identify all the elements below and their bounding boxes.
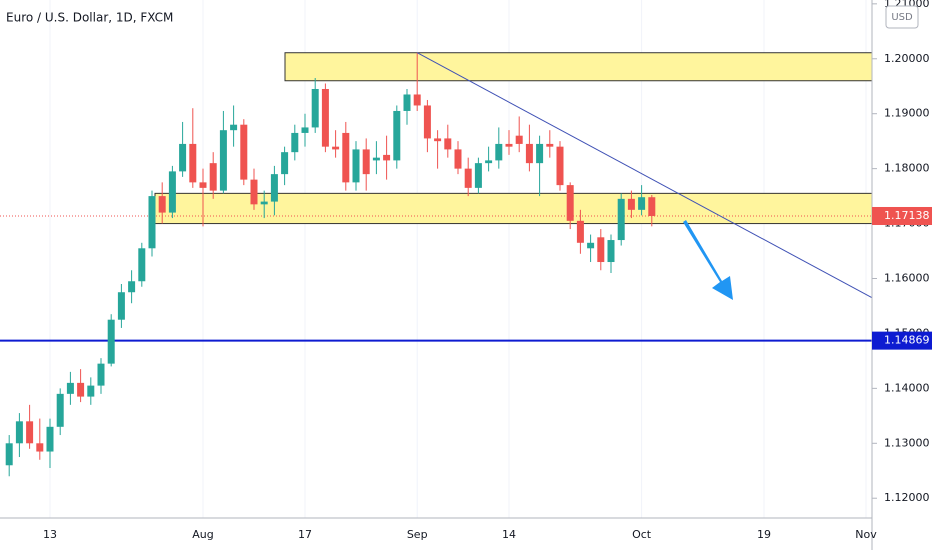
candle-body [5, 443, 13, 466]
candle-body [352, 149, 360, 183]
candle-body [301, 127, 309, 133]
x-tick-label: 19 [757, 528, 771, 541]
candle-body [597, 237, 605, 263]
y-tick-label: 1.19000 [884, 107, 930, 120]
y-tick-label: 1.21000 [884, 0, 930, 10]
trendline [416, 52, 872, 299]
candle-body [454, 149, 462, 169]
candle-body [413, 94, 421, 106]
candle-body [230, 124, 238, 131]
candles [5, 52, 656, 477]
candle-body [434, 138, 442, 142]
candle-body [168, 171, 176, 213]
candle-body [240, 124, 248, 180]
candle-body [77, 382, 85, 397]
candle-body [138, 248, 146, 282]
candle-body [362, 149, 370, 175]
candle-body [342, 132, 350, 183]
candle-body [158, 196, 166, 213]
candle-body [525, 143, 533, 164]
candle-body [281, 152, 289, 175]
overlays [416, 52, 872, 300]
candle-body [444, 138, 452, 150]
candle-body [464, 168, 472, 188]
candle-body [36, 443, 44, 452]
candle-body [56, 393, 64, 427]
y-tick-label: 1.20000 [884, 52, 930, 65]
candle-body [46, 426, 54, 452]
candle-body [474, 163, 482, 188]
candle-body [607, 240, 615, 263]
y-tick-label: 1.18000 [884, 162, 930, 175]
x-tick-label: Nov [855, 528, 877, 541]
currency-box [885, 5, 919, 29]
drawings [0, 52, 872, 342]
x-tick-label: 14 [502, 528, 516, 541]
candle-body [179, 143, 187, 172]
candle-body [199, 182, 207, 188]
candle-body [250, 179, 258, 205]
candle-body [189, 143, 197, 183]
candle-body [209, 163, 217, 191]
candle-body [546, 143, 554, 147]
candle-body [638, 197, 646, 210]
x-tick-label: Aug [192, 528, 213, 541]
candle-body [423, 105, 431, 139]
x-tick-label: Sep [407, 528, 428, 541]
x-tick-label: 17 [298, 528, 312, 541]
currency: USD [891, 12, 913, 23]
candle-body [576, 220, 584, 243]
candle-body [332, 146, 340, 150]
y-tick-label: 1.12000 [884, 491, 930, 504]
candle-body [87, 385, 95, 397]
candle-body [128, 281, 136, 293]
chart-title: Euro / U.S. Dollar, 1D, FXCM [6, 11, 173, 25]
candle-body [485, 160, 493, 164]
axes: 1.120001.130001.140001.150001.160001.170… [43, 0, 932, 541]
x-tick-label: 13 [43, 528, 57, 541]
candle-body [291, 132, 299, 153]
candle-body [15, 421, 23, 444]
candle-body [97, 363, 105, 386]
y-tick-label: 1.16000 [884, 272, 930, 285]
candle-body [515, 135, 523, 144]
candle-body [495, 143, 503, 161]
candle-body [321, 88, 329, 147]
candle-body [536, 143, 544, 164]
candle-body [393, 110, 401, 161]
candle-body [260, 201, 268, 205]
candle-body [148, 196, 156, 249]
candle-body [383, 154, 391, 161]
candle-body [566, 185, 574, 221]
y-tick-label: 1.13000 [884, 436, 930, 449]
candle-body [648, 197, 656, 216]
candle-body [403, 94, 411, 111]
candle-body [117, 292, 125, 320]
candle-body [311, 88, 319, 128]
candle-body [219, 130, 227, 191]
level-label: 1.14869 [884, 334, 930, 347]
candle-body [107, 319, 115, 364]
zone [284, 52, 872, 82]
last-price-label: 1.17138 [884, 209, 930, 222]
last-price-label-box [872, 206, 932, 225]
candle-body [617, 198, 625, 241]
candle-body [372, 157, 380, 161]
candle-body [66, 382, 74, 394]
candle-body [556, 146, 564, 186]
candle-body [505, 143, 513, 147]
candle-body [26, 421, 34, 444]
zone [154, 192, 872, 225]
candle-body [270, 174, 278, 202]
candle-body [587, 242, 595, 249]
y-tick-label: 1.14000 [884, 381, 930, 394]
level-label-box [872, 331, 932, 350]
x-tick-label: Oct [632, 528, 652, 541]
candle-body [627, 198, 635, 210]
arrow [683, 220, 733, 300]
